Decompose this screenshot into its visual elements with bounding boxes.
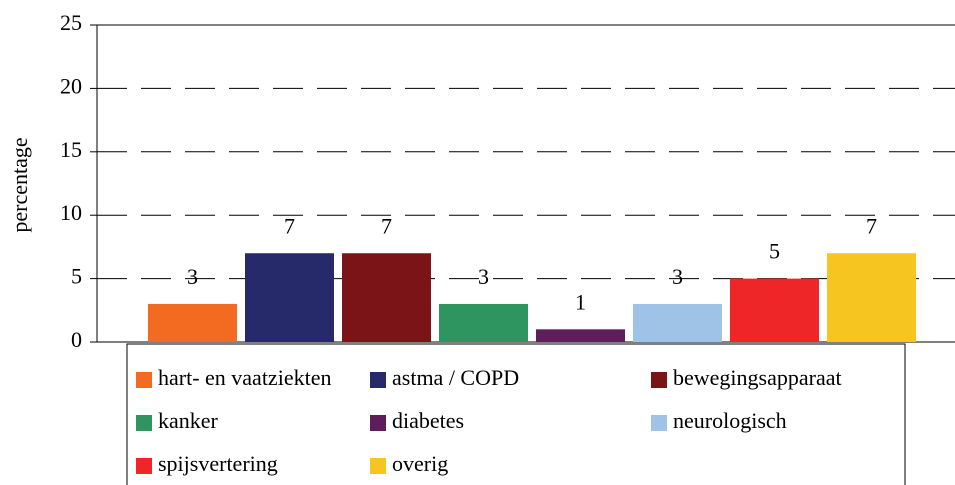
- legend-swatch: [136, 372, 152, 388]
- data-label: 5: [769, 239, 780, 264]
- data-label: 3: [187, 264, 198, 289]
- data-label: 7: [284, 213, 295, 238]
- data-label: 3: [478, 264, 489, 289]
- legend-label: bewegingsapparaat: [673, 365, 842, 390]
- legend-swatch: [136, 458, 152, 474]
- y-tick-label: 5: [71, 264, 82, 289]
- bar: [633, 303, 722, 342]
- legend-label: spijsvertering: [158, 451, 278, 476]
- legend-label: kanker: [158, 408, 219, 433]
- bar: [730, 278, 819, 342]
- legend-label: overig: [392, 451, 448, 476]
- data-label: 3: [672, 264, 683, 289]
- legend-swatch: [370, 458, 386, 474]
- legend-label: diabetes: [392, 408, 464, 433]
- y-tick-label: 25: [60, 10, 82, 35]
- legend-label: hart- en vaatziekten: [158, 365, 331, 390]
- legend-label: astma / COPD: [392, 365, 519, 390]
- data-label: 7: [381, 213, 392, 238]
- bar: [245, 253, 334, 342]
- bar: [148, 303, 237, 342]
- bar: [342, 253, 431, 342]
- legend-label: neurologisch: [673, 408, 787, 433]
- bar: [827, 253, 916, 342]
- bar: [439, 303, 528, 342]
- legend-swatch: [651, 415, 667, 431]
- legend-swatch: [651, 372, 667, 388]
- y-tick-label: 15: [60, 137, 82, 162]
- y-tick-label: 20: [60, 73, 82, 98]
- y-tick-label: 10: [60, 200, 82, 225]
- data-label: 7: [866, 213, 877, 238]
- bar: [536, 329, 625, 342]
- legend-swatch: [370, 372, 386, 388]
- y-axis-label: percentage: [7, 137, 32, 232]
- y-tick-label: 0: [71, 327, 82, 352]
- legend-swatch: [370, 415, 386, 431]
- legend-box: [126, 343, 906, 485]
- data-label: 1: [575, 289, 586, 314]
- legend-swatch: [136, 415, 152, 431]
